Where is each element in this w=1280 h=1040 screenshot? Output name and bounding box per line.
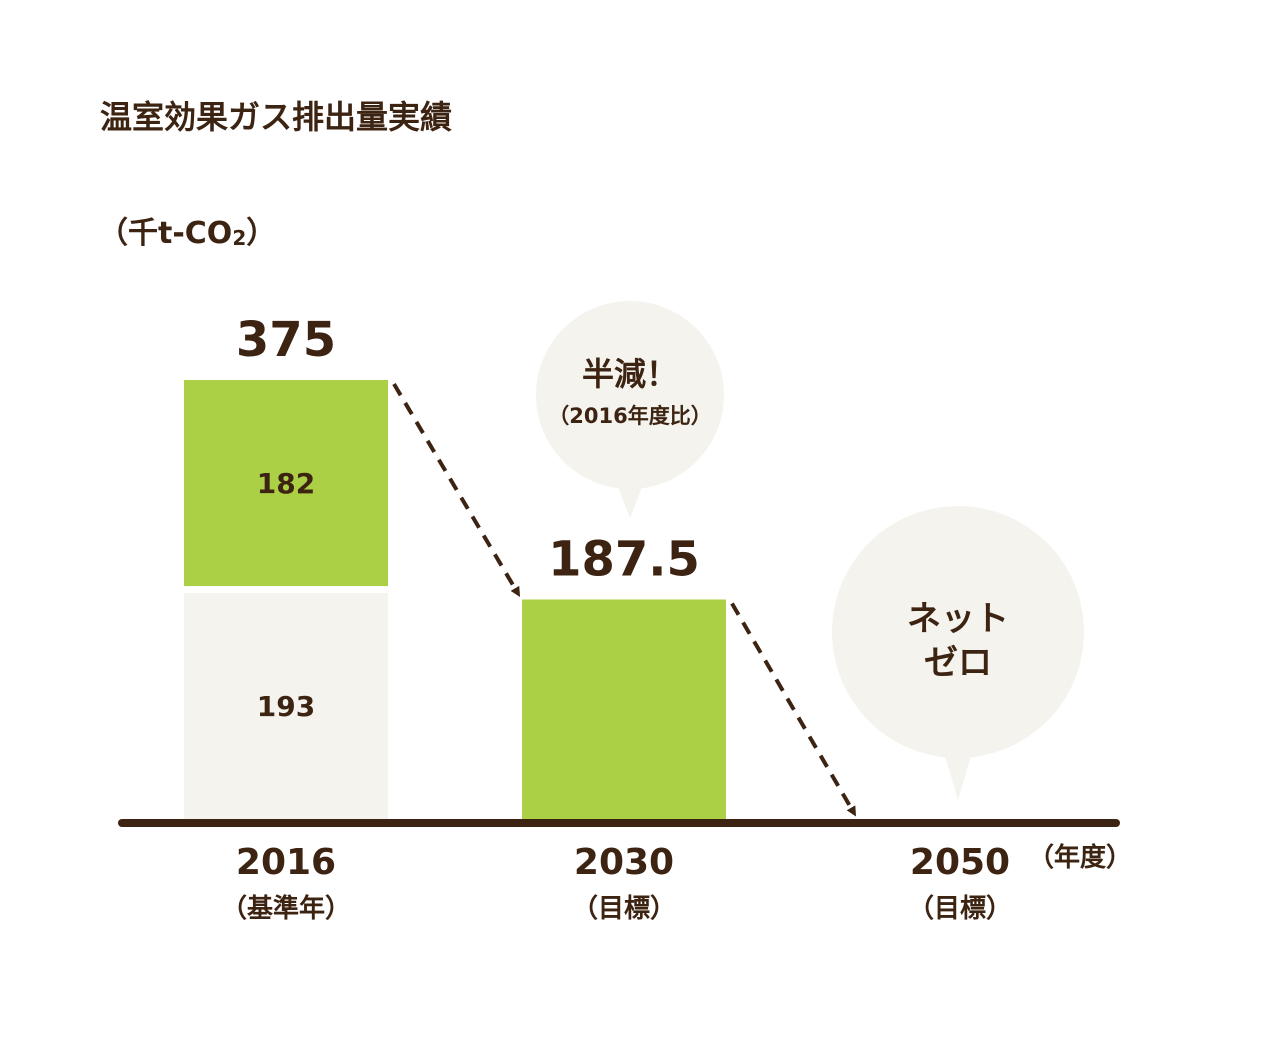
callout-text-2030-1: 半減！	[582, 355, 678, 393]
x-tick-label-2016: 2016	[236, 842, 336, 883]
callout-text-2050-2: ゼロ	[924, 643, 992, 683]
callout-text-2030-2: （2016年度比）	[548, 404, 711, 428]
trend-arrow-2	[730, 602, 857, 817]
bar-2016-segment-1	[184, 380, 388, 587]
x-tick-sublabel-2050: （目標）	[908, 894, 1012, 924]
x-tick-label-2030: 2030	[574, 842, 674, 883]
callout-bubble-2030: 半減！ （2016年度比）	[536, 301, 724, 518]
chart-title: 温室効果ガス排出量実績	[100, 98, 453, 136]
total-label-2016: 375	[236, 312, 336, 368]
segment-label-2016-0: 193	[257, 690, 315, 723]
total-label-2030: 187.5	[548, 532, 700, 588]
x-axis-unit: （年度）	[1028, 842, 1132, 873]
segment-label-2016-1: 182	[257, 467, 315, 500]
trend-arrow-1	[392, 382, 521, 597]
x-tick-sublabel-2030: （目標）	[572, 894, 676, 924]
x-tick-label-2050: 2050	[910, 842, 1010, 883]
callout-text-2050-1: ネット	[907, 599, 1009, 639]
y-axis-unit: （千t-CO2）	[98, 216, 277, 251]
bar-2030-segment-1	[522, 599, 726, 819]
x-tick-sublabel-2016: （基準年）	[221, 893, 351, 924]
bar-2016-segment-0	[184, 593, 388, 819]
